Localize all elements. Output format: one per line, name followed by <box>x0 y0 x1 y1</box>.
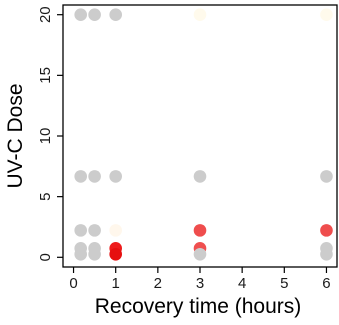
x-tick-label: 2 <box>154 275 162 292</box>
data-point <box>193 8 207 22</box>
data-point <box>74 170 88 183</box>
data-point <box>320 247 333 261</box>
data-point <box>109 8 122 22</box>
x-tick-label: 0 <box>69 275 77 292</box>
x-tick-label: 4 <box>238 275 246 292</box>
data-point <box>88 170 101 183</box>
data-point <box>193 224 207 237</box>
data-point <box>320 8 333 22</box>
x-tick-label: 3 <box>196 275 204 292</box>
data-point <box>74 8 88 22</box>
data-point <box>193 247 207 261</box>
data-point <box>109 170 122 183</box>
data-point <box>109 224 122 237</box>
x-tick-label: 6 <box>322 275 330 292</box>
data-point <box>193 170 207 183</box>
x-axis-ticks: 0 1 2 3 4 5 6 <box>69 267 331 292</box>
data-point <box>320 224 333 237</box>
data-point <box>88 8 101 22</box>
y-tick-label: 5 <box>37 192 54 200</box>
data-point <box>88 247 101 261</box>
data-point <box>88 224 101 237</box>
y-axis-title: UV-C Dose <box>4 83 27 188</box>
y-tick-label: 10 <box>37 128 54 145</box>
data-point <box>74 224 88 237</box>
data-point <box>109 247 122 261</box>
y-axis-ticks: 0 5 10 15 20 <box>37 6 63 261</box>
data-point <box>74 247 88 261</box>
x-tick-label: 1 <box>112 275 120 292</box>
x-tick-label: 5 <box>280 275 288 292</box>
y-tick-label: 0 <box>37 253 54 261</box>
y-tick-label: 15 <box>37 67 54 84</box>
points-layer <box>74 8 333 261</box>
data-point <box>320 170 333 183</box>
x-axis-title: Recovery time (hours) <box>95 295 302 318</box>
y-tick-label: 20 <box>37 6 54 23</box>
